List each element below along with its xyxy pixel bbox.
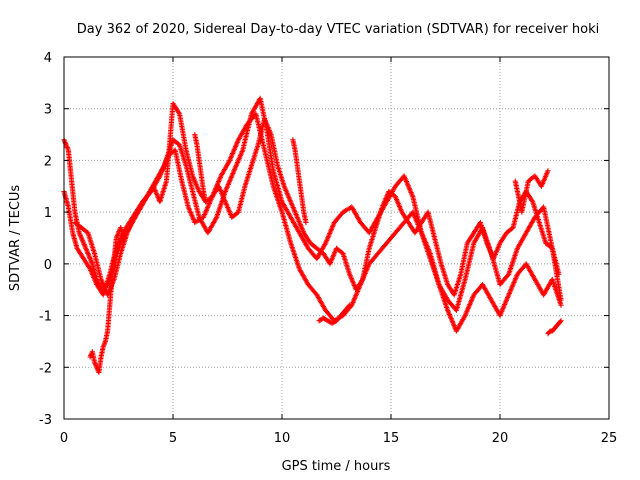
y-tick-label: 1 <box>44 206 52 221</box>
y-axis-label: SDTVAR / TECUs <box>8 185 23 292</box>
data-point-marker <box>556 271 562 277</box>
data-point-marker <box>346 303 352 309</box>
series-track-d <box>87 225 128 376</box>
axis-ticks: 0 5 10 15 20 25 -3 -2 -1 0 1 2 3 4 <box>39 51 617 446</box>
series-track-b <box>61 111 564 334</box>
x-tick-label: 0 <box>60 431 68 446</box>
y-tick-label: -3 <box>39 413 52 428</box>
series-track-h <box>290 137 309 226</box>
series-track-g <box>192 131 209 205</box>
y-tick-label: 2 <box>44 154 52 169</box>
data-point-marker <box>303 219 309 226</box>
series-track-f <box>545 318 564 337</box>
data-points <box>61 95 564 376</box>
x-tick-label: 25 <box>601 431 618 446</box>
data-point-marker <box>545 168 551 174</box>
data-point-marker <box>203 199 209 205</box>
y-tick-label: 3 <box>44 103 52 118</box>
data-point-marker <box>557 319 563 325</box>
y-tick-label: 0 <box>44 258 52 273</box>
x-tick-label: 15 <box>383 431 400 446</box>
x-tick-label: 20 <box>492 431 509 446</box>
chart-title: Day 362 of 2020, Sidereal Day-to-day VTE… <box>77 22 599 37</box>
x-tick-label: 5 <box>169 431 177 446</box>
data-point-marker <box>122 235 128 241</box>
y-tick-label: -2 <box>39 361 52 376</box>
x-axis-label: GPS time / hours <box>282 459 391 474</box>
y-tick-label: 4 <box>44 51 52 66</box>
data-point-marker <box>558 318 564 324</box>
series-track-i <box>512 168 551 215</box>
plot-frame <box>63 56 610 420</box>
data-point-marker <box>346 302 353 308</box>
data-point-marker <box>558 302 564 308</box>
x-tick-label: 10 <box>274 431 291 446</box>
series-track-e <box>316 302 353 326</box>
series-track-c <box>72 100 562 298</box>
y-tick-label: -1 <box>39 310 52 325</box>
